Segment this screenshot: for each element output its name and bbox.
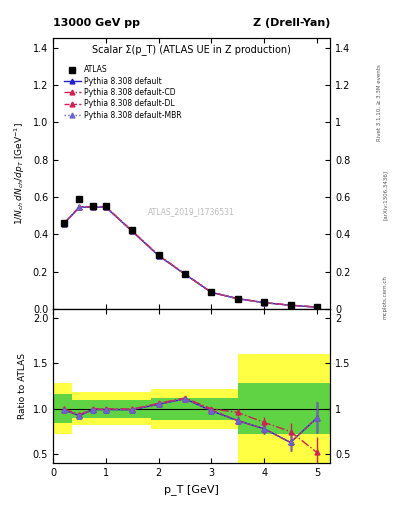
Y-axis label: $1/N_{ch}\,dN_{ch}/dp_{T}$ [GeV$^{-1}$]: $1/N_{ch}\,dN_{ch}/dp_{T}$ [GeV$^{-1}$] [13,122,27,225]
X-axis label: p_T [GeV]: p_T [GeV] [164,484,219,495]
Y-axis label: Ratio to ATLAS: Ratio to ATLAS [18,353,27,419]
Text: Scalar Σ(p_T) (ATLAS UE in Z production): Scalar Σ(p_T) (ATLAS UE in Z production) [92,44,291,55]
Legend: ATLAS, Pythia 8.308 default, Pythia 8.308 default-CD, Pythia 8.308 default-DL, P: ATLAS, Pythia 8.308 default, Pythia 8.30… [62,64,183,121]
Text: ATLAS_2019_I1736531: ATLAS_2019_I1736531 [148,207,235,216]
Text: mcplots.cern.ch: mcplots.cern.ch [383,275,387,319]
Text: Rivet 3.1.10, ≥ 3.3M events: Rivet 3.1.10, ≥ 3.3M events [377,64,382,141]
Text: Z (Drell-Yan): Z (Drell-Yan) [253,18,330,28]
Text: 13000 GeV pp: 13000 GeV pp [53,18,140,28]
Text: [arXiv:1306.3436]: [arXiv:1306.3436] [383,169,387,220]
